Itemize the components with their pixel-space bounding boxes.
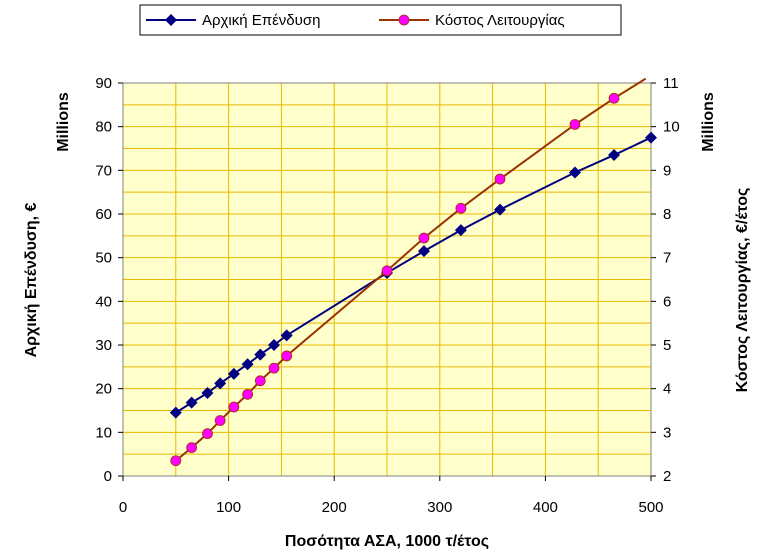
data-point-diamond	[454, 224, 467, 237]
right-tick-label: 10	[663, 119, 680, 136]
data-point-diamond	[201, 387, 214, 400]
data-point-circle	[281, 350, 293, 362]
left-tick-label: 0	[104, 468, 112, 485]
data-point-diamond	[169, 406, 182, 419]
left-tick-label: 20	[95, 381, 112, 398]
right-tick-label: 9	[663, 162, 671, 179]
left-axis-ticks: 0 10 20 30 40 50 60 70 80 90	[95, 75, 123, 485]
legend-marker-investment	[165, 14, 177, 26]
data-point-diamond	[417, 245, 430, 258]
left-tick-label: 40	[95, 293, 112, 310]
x-tick-label: 500	[638, 499, 663, 516]
data-point-diamond	[645, 131, 657, 144]
left-tick-label: 30	[95, 337, 112, 354]
x-tick-label: 300	[427, 499, 452, 516]
data-point-circle	[228, 401, 240, 413]
series-layer	[169, 77, 657, 467]
right-axis-ticks: 2 3 4 5 6 7 8 9 10 11	[651, 75, 680, 485]
left-tick-label: 60	[95, 206, 112, 223]
right-tick-label: 3	[663, 424, 671, 441]
data-point-diamond	[185, 396, 198, 409]
legend-marker-operating-cost	[398, 14, 410, 26]
data-point-circle	[186, 442, 198, 454]
legend-label-investment: Αρχική Επένδυση	[202, 12, 320, 29]
data-point-circle	[381, 265, 393, 277]
series-line-0	[175, 136, 652, 414]
left-tick-label: 10	[95, 424, 112, 441]
left-tick-label: 70	[95, 162, 112, 179]
right-tick-label: 4	[663, 381, 671, 398]
data-point-diamond	[280, 329, 293, 342]
legend: Αρχική Επένδυση Κόστος Λειτουργίας	[139, 4, 622, 36]
plot-border	[122, 82, 652, 477]
data-point-diamond	[568, 166, 581, 179]
data-point-circle	[608, 92, 620, 104]
data-point-diamond	[241, 358, 254, 371]
data-point-circle	[254, 375, 266, 387]
left-tick-label: 80	[95, 119, 112, 136]
left-tick-label: 50	[95, 250, 112, 267]
data-point-diamond	[254, 348, 267, 361]
right-tick-label: 11	[663, 75, 679, 92]
left-tick-label: 90	[95, 75, 112, 92]
plot-area	[122, 82, 652, 477]
data-point-circle	[455, 202, 467, 214]
x-axis-ticks: 0 100 200 300 400 500	[119, 476, 664, 516]
series-line-1	[175, 77, 647, 462]
right-tick-label: 2	[663, 468, 671, 485]
right-axis-title: Κόστος Λειτουργίας, €/έτος	[734, 188, 751, 393]
data-point-diamond	[214, 377, 227, 390]
x-tick-label: 0	[119, 499, 127, 516]
right-tick-label: 5	[663, 337, 671, 354]
data-point-circle	[202, 428, 213, 440]
right-axis-unit-label: Millions	[700, 92, 717, 152]
data-point-circle	[569, 119, 581, 130]
left-axis-unit-label: Millions	[55, 92, 72, 152]
x-tick-label: 100	[216, 499, 241, 516]
right-tick-label: 8	[663, 206, 671, 223]
right-tick-label: 7	[663, 250, 671, 267]
data-point-circle	[214, 415, 226, 426]
x-tick-label: 400	[533, 499, 558, 516]
data-point-circle	[242, 388, 254, 400]
x-axis-title: Ποσότητα ΑΣΑ, 1000 τ/έτος	[285, 533, 489, 550]
right-tick-label: 6	[663, 293, 671, 310]
data-point-circle	[268, 362, 280, 374]
data-point-diamond	[227, 367, 240, 380]
legend-label-operating-cost: Κόστος Λειτουργίας	[435, 12, 565, 29]
left-axis-title: Αρχική Επένδυση, €	[23, 202, 40, 357]
x-tick-label: 200	[322, 499, 347, 516]
data-point-diamond	[493, 203, 506, 216]
data-point-diamond	[608, 149, 621, 162]
data-point-circle	[170, 455, 182, 467]
data-point-circle	[494, 173, 506, 185]
data-point-diamond	[268, 339, 281, 351]
data-point-circle	[418, 232, 430, 244]
